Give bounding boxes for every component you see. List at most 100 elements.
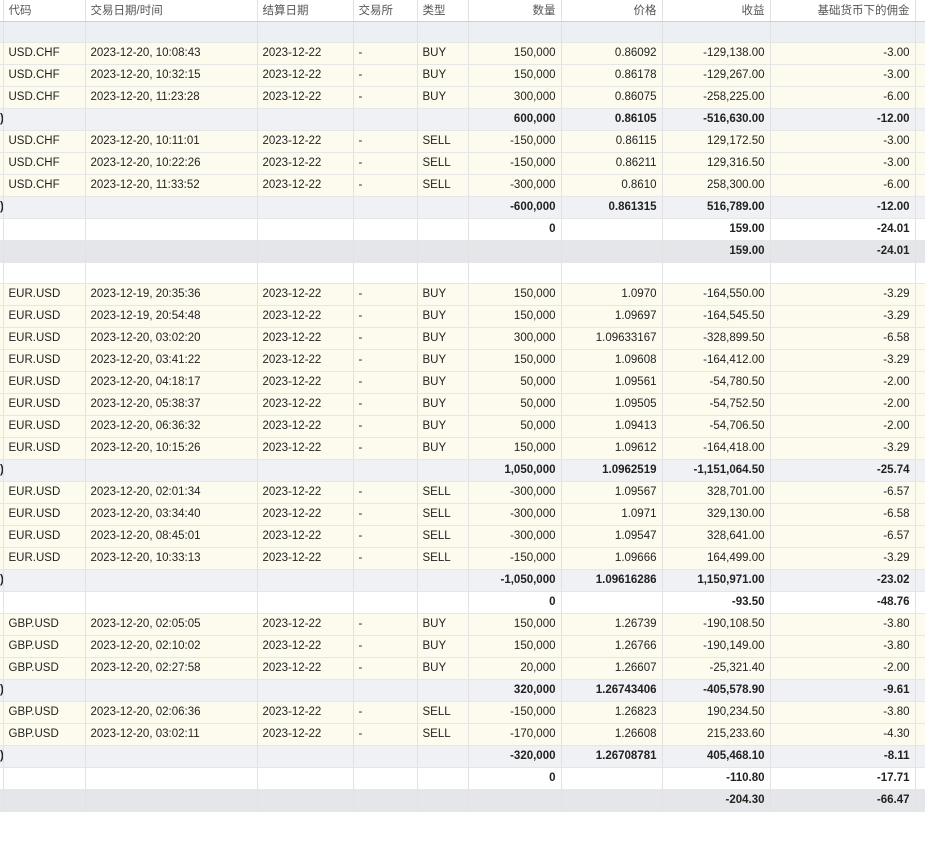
cell-end-spacer [915,679,925,702]
cell-row-label [0,525,4,548]
cell-symbol: USD.CHF [3,152,86,175]
cell-row-label [0,305,4,328]
table-row: USD.CHF 2023-12-20, 10:11:01 2023-12-22- SE… [0,130,925,153]
cell-price: 1.26766 [561,635,663,658]
cell-quantity: 20,000 [468,657,562,680]
cell-proceeds: -328,899.50 [662,327,771,350]
cell-end-spacer [915,349,925,372]
cell-end-spacer [915,218,925,241]
cell-proceeds: -129,138.00 [662,42,771,65]
cell-price: 1.09505 [561,393,663,416]
cell-trade-datetime [85,108,258,131]
col-header-symbol[interactable]: 代码 [3,0,86,22]
cell-end-spacer [915,415,925,438]
cell-trade-datetime [85,591,258,614]
cell-symbol: EUR.USD [3,371,86,394]
cell-end-spacer [915,503,925,526]
cell-exchange: - [353,415,418,438]
cell-quantity: -300,000 [468,481,562,504]
cell-quantity: 600,000 [468,108,562,131]
col-header-settle-date[interactable]: 结算日期 [257,0,354,22]
cell-end-spacer [915,789,925,812]
table-row: USD.CHF 2023-12-20, 10:08:43 2023-12-22- BU… [0,42,925,65]
cell-symbol: EUR.USD [3,283,86,306]
cell-commission: -8.11 [770,745,916,768]
cell-proceeds: 159.00 [662,218,771,241]
cell-price: 1.09612 [561,437,663,460]
cell-row-label [0,152,4,175]
cell-end-spacer [915,240,925,263]
cell-exchange: - [353,503,418,526]
cell-quantity: 300,000 [468,327,562,350]
cell-symbol [3,591,86,614]
cell-quantity: 150,000 [468,283,562,306]
cell-symbol [3,240,86,263]
cell-proceeds [662,262,771,284]
cell-price: 1.09547 [561,525,663,548]
cell-quantity [468,21,562,43]
cell-type: SELL [417,152,469,175]
col-header-trade-datetime[interactable]: 交易日期/时间 [85,0,258,22]
cell-quantity: 0 [468,218,562,241]
cell-end-spacer [915,613,925,636]
cell-commission: -3.00 [770,64,916,87]
cell-price: 1.26607 [561,657,663,680]
cell-type [417,789,469,812]
cell-type: SELL [417,481,469,504]
cell-end-spacer [915,569,925,592]
cell-commission: -48.76 [770,591,916,614]
cell-price: 1.0962519 [561,459,663,482]
cell-settle-date [257,459,354,482]
table-row: EUR.USD 2023-12-20, 06:36:32 2023-12-22- BU… [0,415,925,438]
cell-settle-date [257,240,354,263]
col-header-type[interactable]: 类型 [417,0,469,22]
cell-commission: -6.00 [770,174,916,197]
table-row: GBP.USD 2023-12-20, 02:05:05 2023-12-22- BU… [0,613,925,636]
cell-proceeds: -25,321.40 [662,657,771,680]
cell-end-spacer [915,196,925,219]
cell-type [417,459,469,482]
cell-type [417,767,469,790]
cell-price: 1.09633167 [561,327,663,350]
cell-type: BUY [417,393,469,416]
cell-proceeds: -190,149.00 [662,635,771,658]
table-row: EUR.USD 2023-12-20, 08:45:01 2023-12-22- SE… [0,525,925,548]
cell-proceeds: 329,130.00 [662,503,771,526]
cell-quantity: -300,000 [468,525,562,548]
cell-quantity: -150,000 [468,547,562,570]
cell-commission: -3.29 [770,305,916,328]
cell-settle-date [257,789,354,812]
cell-price [561,218,663,241]
cell-quantity: -1,050,000 [468,569,562,592]
col-header-commission[interactable]: 基础货币下的佣金 [770,0,916,22]
cell-end-spacer [915,547,925,570]
cell-proceeds: 328,641.00 [662,525,771,548]
table-row: EUR.USD 2023-12-20, 03:02:20 2023-12-22- BU… [0,327,925,350]
cell-end-spacer [915,371,925,394]
col-header-price[interactable]: 价格 [561,0,663,22]
cell-settle-date: 2023-12-22 [257,42,354,65]
col-header-proceeds[interactable]: 收益 [662,0,771,22]
table-row: EUR.USD 2023-12-19, 20:35:36 2023-12-22- BU… [0,283,925,306]
col-header-exchange[interactable]: 交易所 [353,0,418,22]
cell-symbol: USD.CHF [3,86,86,109]
cell-end-spacer [915,635,925,658]
cell-row-label [0,591,4,614]
cell-proceeds: 164,499.00 [662,547,771,570]
cell-price [561,767,663,790]
cell-settle-date [257,745,354,768]
cell-type [417,569,469,592]
col-header-quantity[interactable]: 数量 [468,0,562,22]
cell-proceeds: -110.80 [662,767,771,790]
cell-settle-date [257,262,354,284]
cell-type: BUY [417,64,469,87]
cell-quantity: 150,000 [468,349,562,372]
cell-commission: -6.58 [770,327,916,350]
cell-commission: -3.00 [770,152,916,175]
table-row: GBP.USD 2023-12-20, 02:27:58 2023-12-22- BU… [0,657,925,680]
cell-commission: -3.29 [770,349,916,372]
cell-row-label: ) [0,196,4,219]
